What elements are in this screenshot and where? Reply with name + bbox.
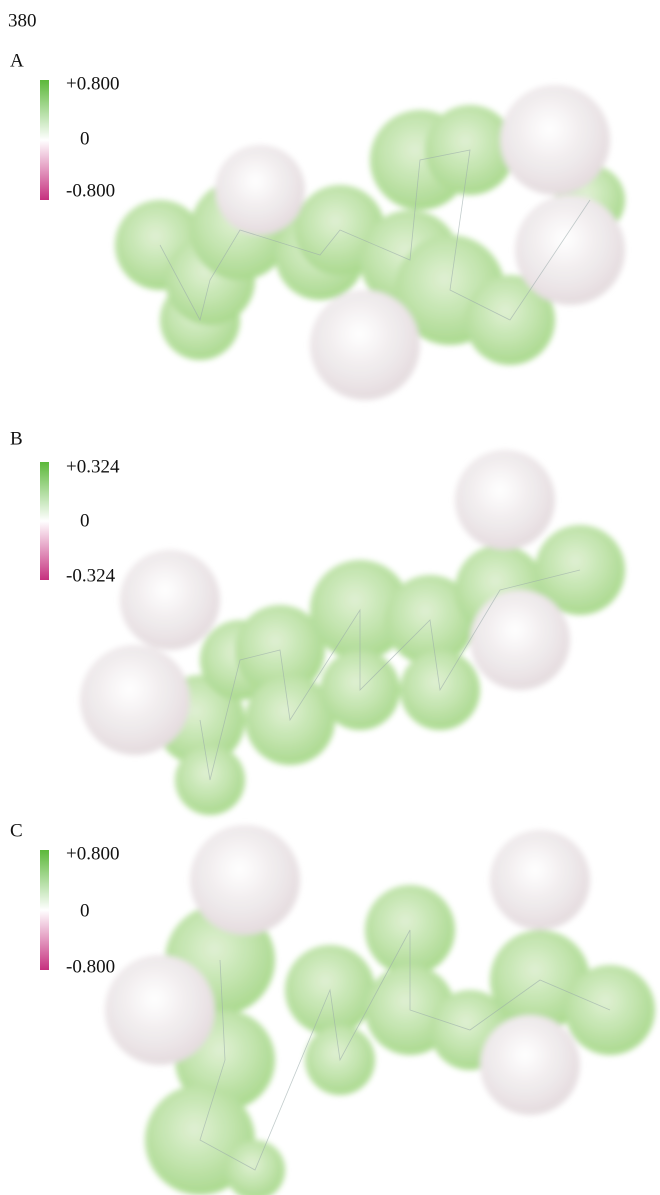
molecule-surface xyxy=(80,450,625,815)
colorbar xyxy=(40,850,49,970)
surface-lobe xyxy=(190,825,300,935)
surface-lobe xyxy=(310,290,420,400)
surface-lobe xyxy=(215,145,305,235)
surface-lobe xyxy=(105,955,215,1065)
colorbar xyxy=(40,462,49,580)
colorbar-min: -0.324 xyxy=(66,565,116,586)
surface-lobe xyxy=(515,195,625,305)
colorbar-zero: 0 xyxy=(80,900,90,921)
surface-lobe xyxy=(120,550,220,650)
panel: C +0.800 0 -0.800 xyxy=(10,820,655,1195)
surface-lobe xyxy=(490,830,590,930)
colorbar-min: -0.800 xyxy=(66,956,115,977)
surface-lobe xyxy=(500,85,610,195)
colorbar xyxy=(40,80,49,200)
panel-label: A xyxy=(10,50,24,71)
surface-lobe xyxy=(455,450,555,550)
colorbar-max: +0.324 xyxy=(66,456,120,477)
surface-lobe xyxy=(80,645,190,755)
surface-lobe xyxy=(480,1015,580,1115)
panel-label: C xyxy=(10,820,23,841)
surface-lobe xyxy=(470,590,570,690)
colorbar-zero: 0 xyxy=(80,510,90,531)
panel-label: B xyxy=(10,428,23,449)
colorbar-max: +0.800 xyxy=(66,73,119,94)
figure: A +0.800 0 -0.800 B +0.324 0 -0.324 C +0.800 0 -0.8… xyxy=(10,50,655,1195)
molecule-surface xyxy=(105,825,655,1195)
panel: A +0.800 0 -0.800 xyxy=(10,50,625,400)
colorbar-zero: 0 xyxy=(80,128,90,149)
panel: B +0.324 0 -0.324 xyxy=(10,428,625,815)
colorbar-min: -0.800 xyxy=(66,180,115,201)
colorbar-max: +0.800 xyxy=(66,843,119,864)
page-number: 380 xyxy=(8,10,37,31)
page: 380 A +0.800 0 -0.800 B +0.324 0 -0.324 C +0.800 0… xyxy=(0,0,660,1195)
